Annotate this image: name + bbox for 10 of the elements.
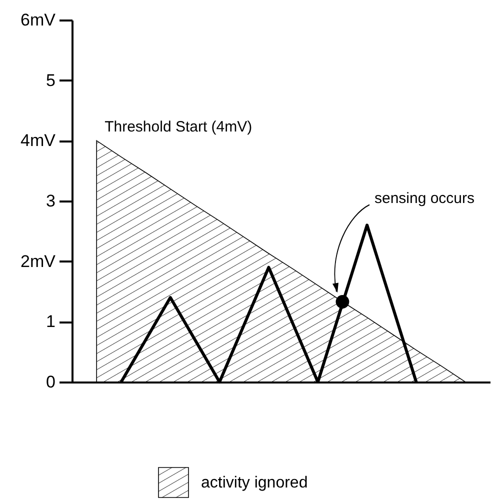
annotation: sensing occurs (374, 190, 475, 207)
y-tick-label: 3 (46, 192, 56, 210)
y-tick-label: 6mV (20, 10, 56, 30)
y-tick-label: 0 (46, 372, 56, 392)
y-tick-label: 5 (46, 70, 56, 90)
y-tick-label: 4mV (20, 131, 56, 150)
legend-label: activity ignored (201, 474, 308, 492)
y-tick-label: 2mV (20, 252, 56, 271)
annotation: Threshold Start (4mV) (104, 118, 252, 136)
y-tick-label: 1 (46, 312, 56, 332)
